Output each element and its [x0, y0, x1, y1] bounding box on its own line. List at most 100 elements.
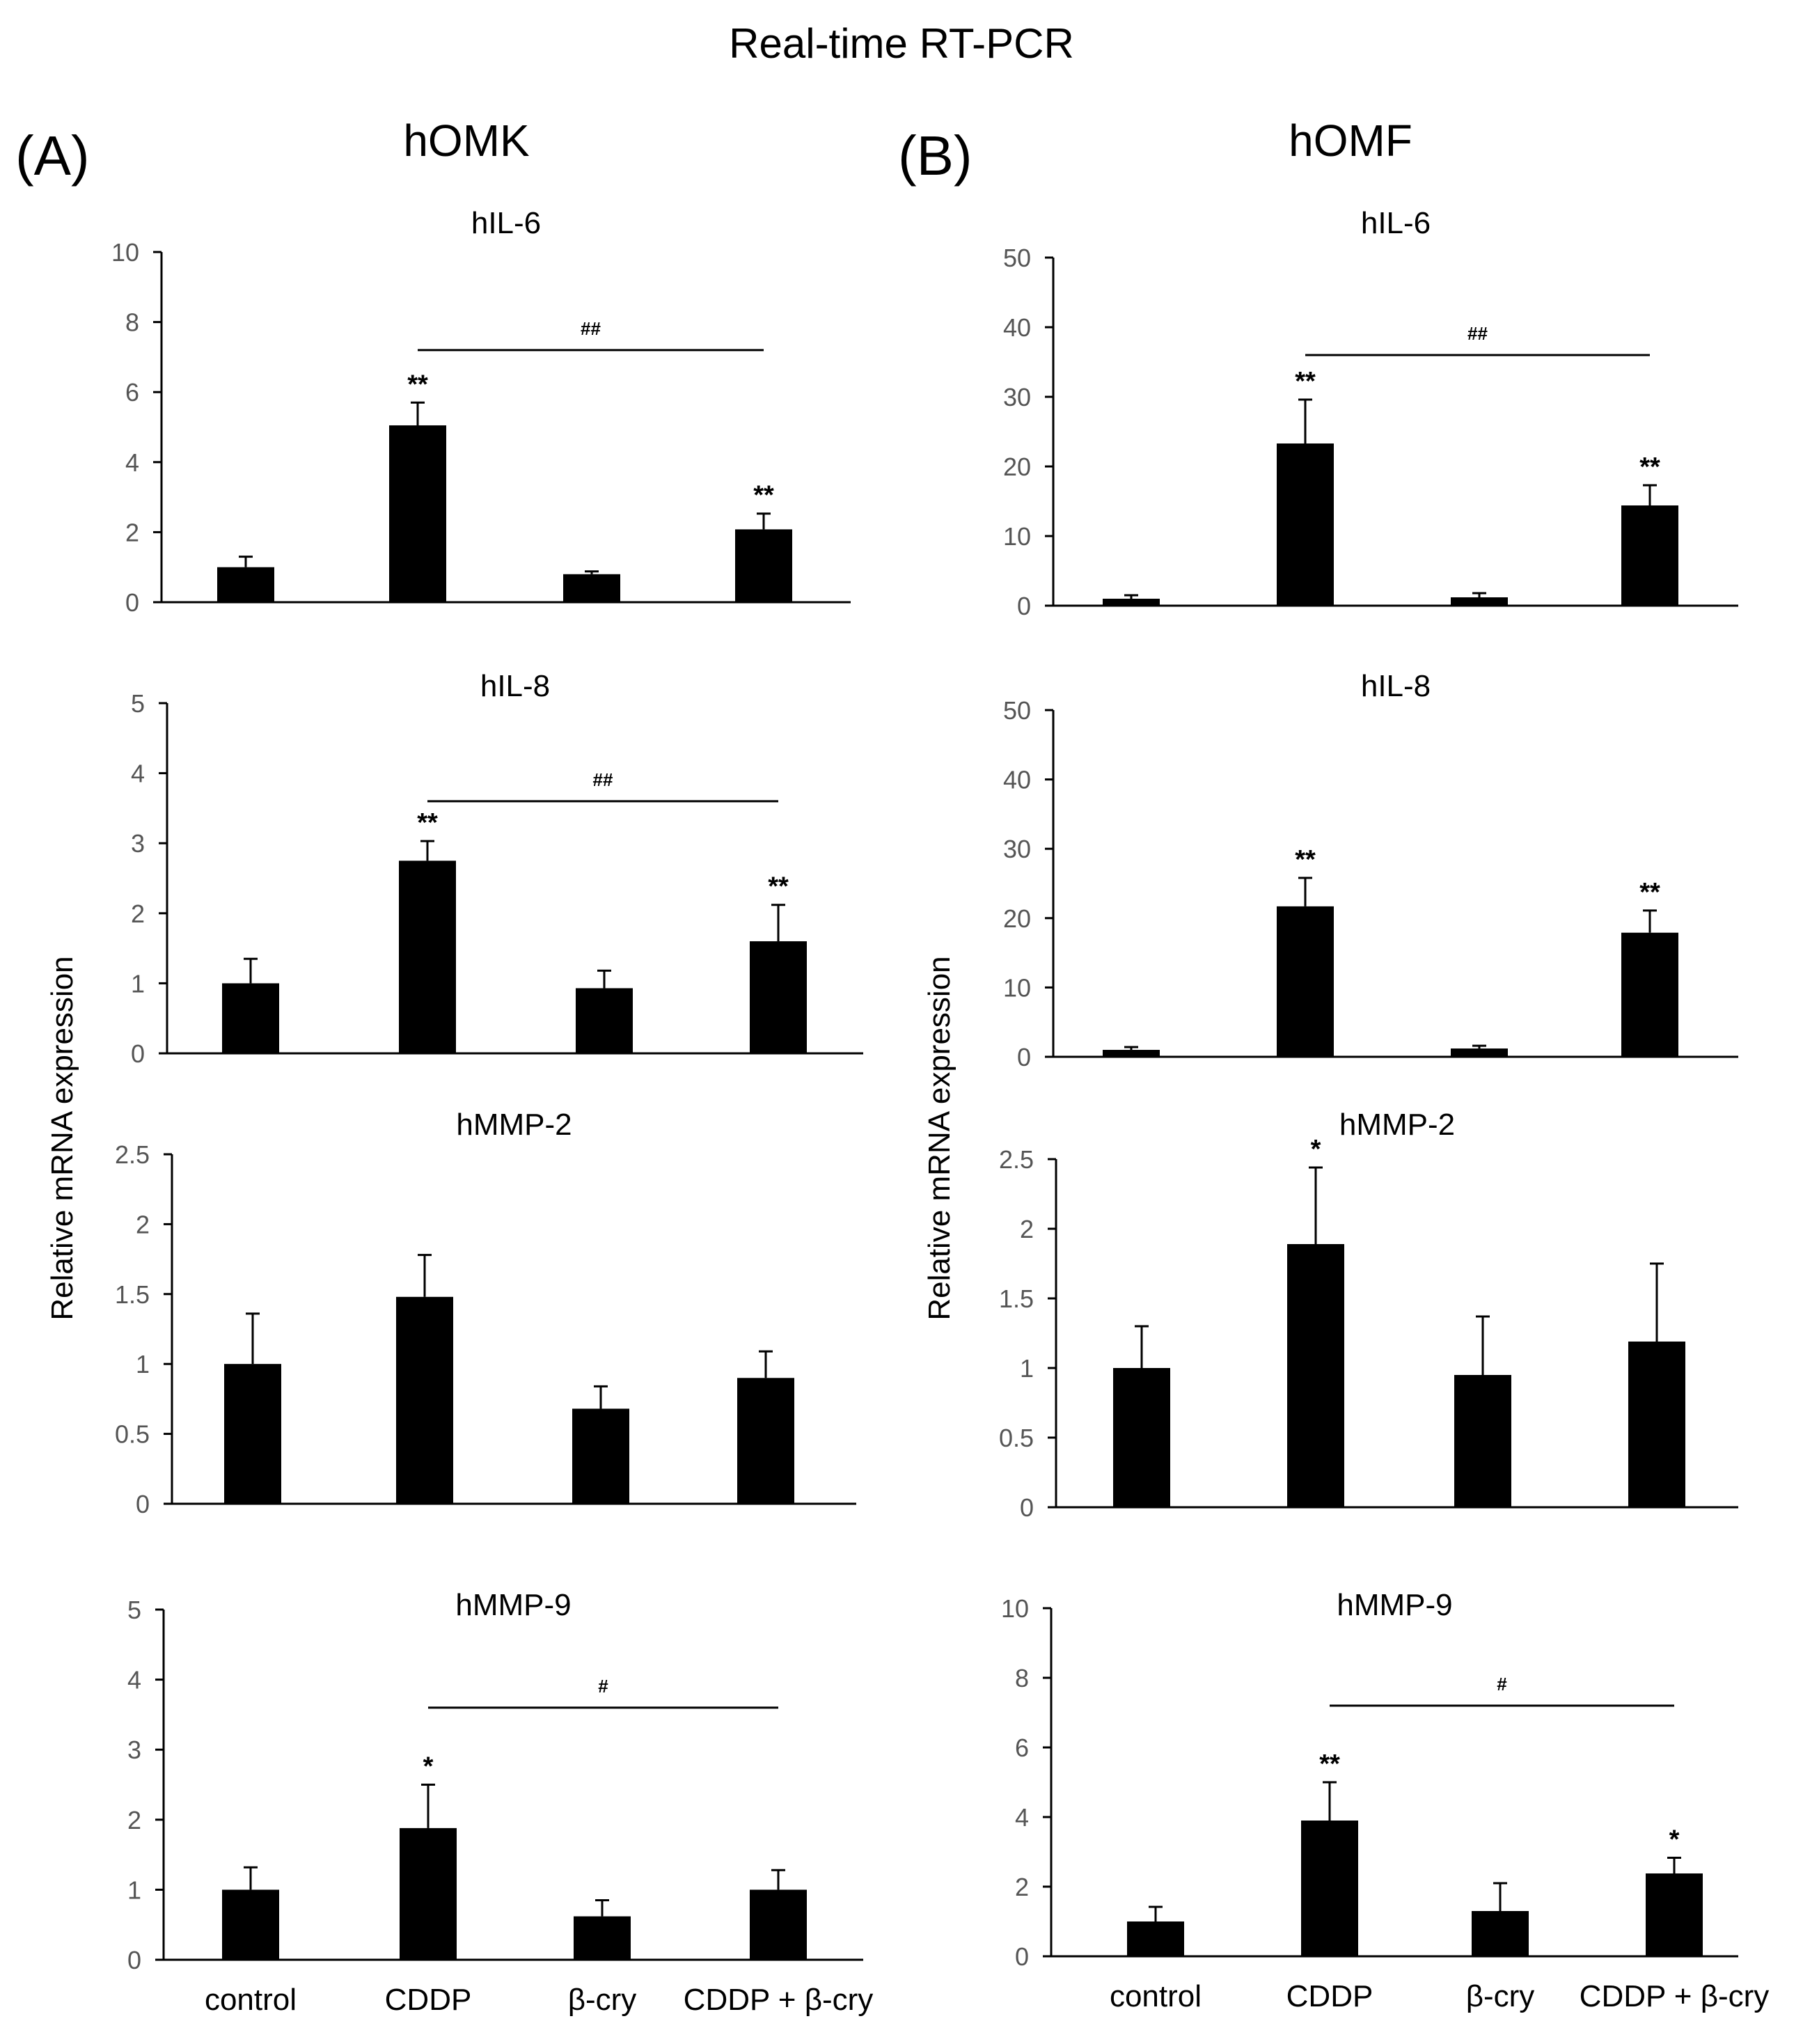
chart-1-ytick-label: 0: [125, 588, 139, 617]
chart-4-bar-3: [574, 1916, 631, 1960]
chart-3-ytick-label: 0.5: [115, 1420, 150, 1449]
chart-5-ytick-label: 30: [1003, 383, 1031, 411]
chart-4-ytick-label: 4: [127, 1666, 141, 1695]
chart-8-ytick-label: 6: [1015, 1734, 1029, 1762]
chart-2-title: hIL-8: [480, 669, 550, 703]
chart-6-bar-4: [1621, 932, 1678, 1057]
chart-7-bar-1: [1113, 1368, 1170, 1507]
chart-5-bar-1: [1103, 599, 1160, 606]
chart-1-bar-3: [563, 574, 620, 602]
chart-2-ytick-label: 0: [131, 1039, 145, 1068]
chart-4-category-label-3: β-cry: [568, 1983, 637, 2017]
chart-4-bar-4: [750, 1889, 807, 1960]
chart-2-bar-4: [750, 941, 807, 1053]
chart-4-ytick-label: 5: [127, 1596, 141, 1624]
chart-4-category-label-1: control: [205, 1983, 297, 2017]
chart-4-ytick-label: 0: [127, 1946, 141, 1974]
chart-8-category-label-3: β-cry: [1466, 1979, 1535, 2013]
chart-8-bar-2: [1301, 1821, 1358, 1956]
chart-1-ytick-label: 4: [125, 448, 139, 477]
panel-b-cell-title: hOMF: [1289, 116, 1412, 166]
chart-2-bar-3: [576, 988, 633, 1053]
chart-6-ytick-label: 30: [1003, 835, 1031, 863]
chart-5-ytick-label: 40: [1003, 313, 1031, 342]
chart-5-significance-4: **: [1639, 453, 1660, 482]
chart-2-ytick-label: 2: [131, 899, 145, 928]
chart-5-comparison-label: ##: [1467, 323, 1488, 344]
chart-3-bar-4: [737, 1378, 794, 1504]
panel-a-cell-title: hOMK: [403, 116, 530, 166]
chart-6-ytick-label: 0: [1017, 1043, 1031, 1071]
chart-1-significance-4: **: [753, 481, 774, 510]
chart-1-title: hIL-6: [471, 206, 541, 240]
chart-8-ytick-label: 0: [1015, 1942, 1029, 1971]
chart-6-ytick-label: 50: [1003, 696, 1031, 725]
chart-3-ytick-label: 1: [136, 1350, 150, 1378]
chart-1-bar-1: [217, 567, 274, 602]
chart-3-ytick-label: 0: [136, 1490, 150, 1518]
chart-8-bar-3: [1472, 1911, 1529, 1956]
chart-3-bar-2: [396, 1296, 453, 1504]
chart-3-ytick-label: 2: [136, 1210, 150, 1239]
chart-4-bar-2: [400, 1827, 457, 1960]
chart-6-title: hIL-8: [1361, 669, 1431, 703]
chart-5-bar-2: [1277, 443, 1334, 606]
chart-2-bar-1: [222, 983, 279, 1053]
chart-1-ytick-label: 8: [125, 308, 139, 337]
chart-2-significance-2: **: [417, 808, 438, 838]
chart-8-ytick-label: 2: [1015, 1873, 1029, 1901]
chart-6-ytick-label: 40: [1003, 766, 1031, 794]
chart-4-title: hMMP-9: [455, 1588, 571, 1622]
chart-5-ytick-label: 0: [1017, 592, 1031, 620]
chart-7-bar-3: [1454, 1375, 1511, 1507]
chart-5-bar-3: [1451, 597, 1508, 606]
chart-4-ytick-label: 3: [127, 1736, 141, 1764]
chart-7-ytick-label: 0.5: [999, 1424, 1034, 1452]
chart-8-significance-2: **: [1319, 1750, 1340, 1779]
chart-8-bar-1: [1127, 1921, 1184, 1956]
chart-6-significance-4: **: [1639, 878, 1660, 907]
panel-a-label: (A): [15, 125, 90, 187]
chart-1-bar-2: [389, 425, 446, 602]
chart-8-ytick-label: 4: [1015, 1803, 1029, 1832]
chart-7-ytick-label: 1: [1020, 1354, 1034, 1383]
chart-7-bar-2: [1287, 1244, 1344, 1507]
chart-7-ytick-label: 2.5: [999, 1145, 1034, 1174]
chart-6-bar-1: [1103, 1050, 1160, 1057]
chart-1-ytick-label: 6: [125, 378, 139, 407]
chart-4-comparison-label: #: [598, 1676, 608, 1697]
chart-7-ytick-label: 0: [1020, 1493, 1034, 1522]
chart-5-significance-2: **: [1295, 367, 1316, 396]
chart-8-bar-4: [1646, 1873, 1703, 1956]
chart-2-ytick-label: 1: [131, 969, 145, 998]
chart-8-comparison-label: #: [1497, 1674, 1507, 1695]
chart-8-ytick-label: 10: [1001, 1594, 1029, 1623]
chart-1-ytick-label: 2: [125, 518, 139, 547]
panel-b-label: (B): [898, 125, 973, 187]
chart-1-bar-4: [735, 529, 792, 602]
chart-7-ytick-label: 2: [1020, 1215, 1034, 1243]
chart-2-ytick-label: 3: [131, 829, 145, 858]
chart-4-category-label-4: CDDP + β-cry: [684, 1983, 874, 2017]
chart-6-ytick-label: 10: [1003, 973, 1031, 1002]
chart-3-bar-1: [224, 1364, 281, 1504]
chart-5-ytick-label: 10: [1003, 522, 1031, 551]
chart-5-bar-4: [1621, 505, 1678, 606]
figure-title: Real-time RT-PCR: [729, 20, 1074, 67]
chart-4-ytick-label: 1: [127, 1876, 141, 1904]
chart-8-ytick-label: 8: [1015, 1664, 1029, 1692]
chart-6-bar-2: [1277, 906, 1334, 1057]
chart-4-bar-1: [222, 1889, 279, 1960]
chart-1-comparison-label: ##: [581, 318, 601, 339]
chart-3-ytick-label: 1.5: [115, 1280, 150, 1309]
chart-8-title: hMMP-9: [1337, 1588, 1452, 1622]
chart-8-category-label-1: control: [1110, 1979, 1202, 2013]
chart-2-comparison-label: ##: [593, 769, 613, 790]
chart-7-bar-4: [1628, 1342, 1685, 1507]
chart-2-ytick-label: 4: [131, 760, 145, 788]
chart-8-significance-4: *: [1669, 1825, 1680, 1855]
chart-1-significance-2: **: [407, 370, 428, 399]
chart-2-ytick-label: 5: [131, 689, 145, 718]
chart-4-category-label-2: CDDP: [385, 1983, 472, 2017]
